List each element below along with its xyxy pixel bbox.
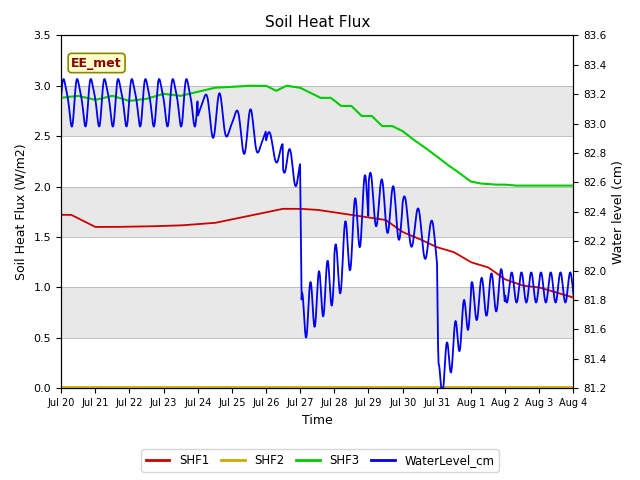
X-axis label: Time: Time <box>302 414 333 427</box>
Bar <box>61 288 573 338</box>
Bar <box>61 338 573 388</box>
Bar <box>61 237 573 288</box>
Legend: SHF1, SHF2, SHF3, WaterLevel_cm: SHF1, SHF2, SHF3, WaterLevel_cm <box>141 449 499 472</box>
Y-axis label: Water level (cm): Water level (cm) <box>612 160 625 264</box>
Bar <box>61 36 573 86</box>
Bar <box>61 86 573 136</box>
Title: Soil Heat Flux: Soil Heat Flux <box>264 15 370 30</box>
Text: EE_met: EE_met <box>71 57 122 70</box>
Bar <box>61 136 573 187</box>
Y-axis label: Soil Heat Flux (W/m2): Soil Heat Flux (W/m2) <box>15 144 28 280</box>
Bar <box>61 187 573 237</box>
